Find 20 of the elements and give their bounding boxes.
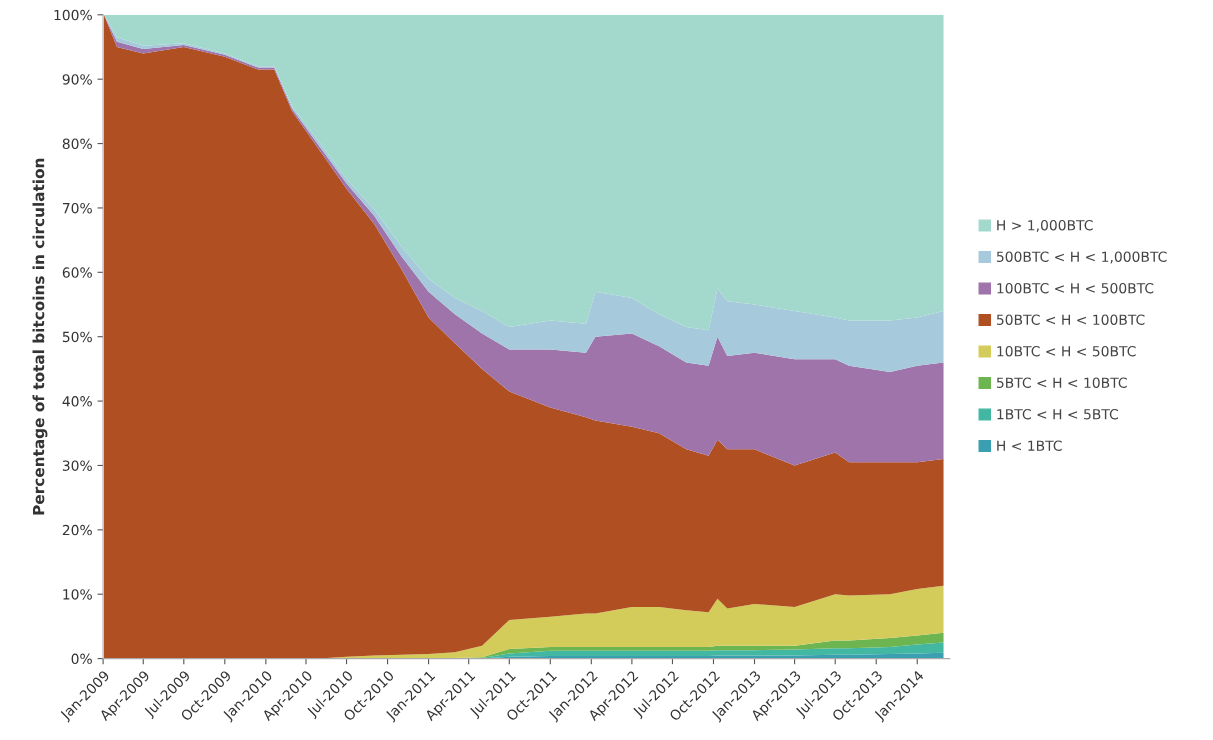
- y-tick-label: 100%: [54, 9, 92, 21]
- legend-label: 50BTC < H < 100BTC: [996, 314, 1145, 325]
- legend-label: H > 1,000BTC: [997, 219, 1093, 232]
- y-axis-title: Percentage of total bitcoins in circulation: [32, 158, 48, 515]
- legend-label: 100BTC < H < 500BTC: [997, 282, 1154, 294]
- y-tick-label: 0%: [71, 653, 92, 665]
- y-tick-label: 70%: [62, 202, 92, 214]
- legend-label: 500BTC < H < 1,000BTC: [996, 251, 1167, 264]
- y-tick-label: 40%: [62, 396, 92, 407]
- legend-label: 1BTC < H < 5BTC: [997, 408, 1118, 420]
- y-tick-label: 20%: [62, 524, 92, 536]
- y-tick-label: 90%: [62, 74, 92, 85]
- y-tick-label: 30%: [62, 460, 92, 471]
- y-tick-label: 10%: [63, 589, 92, 600]
- legend-label: 10BTC < H < 50BTC: [997, 345, 1136, 357]
- legend-label: H < 1BTC: [997, 440, 1062, 451]
- y-tick-label: 80%: [62, 138, 92, 150]
- y-tick-label: 60%: [62, 267, 92, 278]
- y-tick-label: 50%: [62, 331, 92, 343]
- legend-label: 5BTC < H < 10BTC: [996, 377, 1127, 388]
